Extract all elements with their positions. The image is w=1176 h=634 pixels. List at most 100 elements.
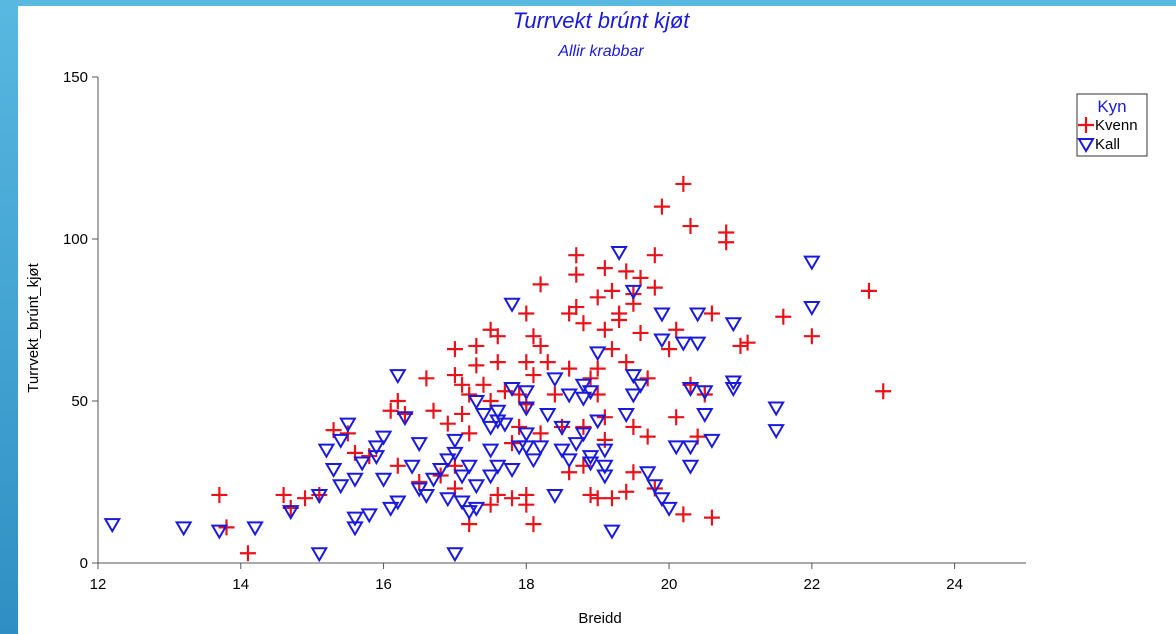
data-point-kall bbox=[596, 459, 614, 475]
x-tick-label: 16 bbox=[375, 576, 392, 593]
data-point-kvenn bbox=[461, 425, 478, 442]
data-point-kall bbox=[467, 479, 486, 495]
data-point-kvenn bbox=[446, 367, 463, 384]
data-point-kvenn bbox=[425, 402, 442, 419]
data-point-kvenn bbox=[625, 464, 642, 481]
data-point-kall bbox=[581, 450, 600, 466]
data-point-kall bbox=[453, 495, 471, 511]
data-point-kvenn bbox=[489, 486, 506, 503]
data-point-kvenn bbox=[518, 305, 535, 322]
data-point-kall bbox=[603, 524, 621, 540]
data-point-kall bbox=[396, 411, 414, 427]
x-tick-label: 18 bbox=[518, 576, 535, 593]
x-tick-label: 14 bbox=[232, 576, 249, 593]
y-tick-label: 50 bbox=[71, 393, 88, 410]
data-point-kall bbox=[574, 391, 593, 407]
data-point-kvenn bbox=[589, 360, 606, 377]
data-point-kall bbox=[517, 385, 536, 401]
data-point-kall bbox=[503, 297, 521, 313]
legend-label-kvenn: Kvenn bbox=[1095, 117, 1138, 134]
data-point-kall bbox=[667, 440, 685, 456]
data-point-kvenn bbox=[646, 247, 663, 264]
data-point-kvenn bbox=[675, 506, 692, 523]
data-point-kvenn bbox=[875, 383, 892, 400]
data-point-kall bbox=[646, 479, 664, 495]
data-point-kvenn bbox=[411, 474, 428, 490]
y-tick-label: 0 bbox=[80, 555, 88, 572]
data-point-kvenn bbox=[703, 509, 720, 526]
data-point-kvenn bbox=[618, 263, 635, 280]
x-tick-label: 12 bbox=[90, 576, 107, 593]
data-point-kvenn bbox=[668, 409, 685, 426]
data-point-kvenn bbox=[575, 418, 592, 435]
data-point-kall bbox=[367, 450, 386, 466]
data-point-kvenn bbox=[582, 486, 599, 503]
data-point-kall bbox=[767, 401, 785, 417]
data-point-kvenn bbox=[389, 393, 406, 409]
data-point-kall bbox=[517, 401, 536, 417]
data-point-kall bbox=[467, 501, 486, 517]
data-point-kvenn bbox=[239, 545, 256, 562]
data-point-kall bbox=[389, 495, 407, 511]
data-point-kall bbox=[324, 463, 343, 479]
data-point-kall bbox=[560, 388, 578, 404]
data-point-kall bbox=[453, 469, 471, 485]
data-point-kvenn bbox=[639, 370, 656, 387]
data-point-kvenn bbox=[618, 354, 635, 371]
data-point-kall bbox=[446, 433, 464, 449]
data-point-kvenn bbox=[468, 337, 485, 354]
data-point-kall bbox=[803, 301, 821, 317]
data-point-kvenn bbox=[539, 354, 556, 371]
data-point-kall bbox=[674, 336, 693, 352]
data-point-kall bbox=[310, 488, 329, 504]
legend: Kyn Kvenn Kall bbox=[1076, 93, 1148, 157]
data-point-kall bbox=[281, 505, 300, 521]
data-point-kall bbox=[653, 307, 671, 323]
data-point-kvenn bbox=[532, 425, 549, 442]
data-point-kall bbox=[460, 459, 478, 475]
data-point-kall bbox=[489, 414, 507, 430]
data-point-kvenn bbox=[525, 516, 542, 533]
data-point-kvenn bbox=[653, 198, 670, 215]
data-point-kall bbox=[524, 453, 543, 469]
data-point-kvenn bbox=[603, 341, 620, 358]
x-axis-label: Breidd bbox=[578, 610, 621, 627]
data-point-kall bbox=[503, 463, 521, 479]
data-point-kall bbox=[688, 336, 707, 352]
x-tick-label: 24 bbox=[946, 576, 963, 593]
data-point-kvenn bbox=[461, 386, 478, 403]
data-point-kall bbox=[174, 521, 193, 537]
data-point-kall bbox=[410, 437, 428, 453]
data-point-kall bbox=[610, 245, 628, 261]
data-point-kall bbox=[467, 395, 486, 410]
series-kall bbox=[103, 245, 821, 563]
data-point-kvenn bbox=[532, 276, 549, 293]
data-point-kvenn bbox=[454, 376, 471, 393]
data-point-kall bbox=[638, 466, 657, 482]
data-point-kvenn bbox=[575, 315, 592, 332]
data-point-kvenn bbox=[632, 324, 649, 341]
x-tick-label: 20 bbox=[661, 576, 678, 593]
data-point-kvenn bbox=[703, 305, 720, 322]
data-point-kall bbox=[381, 501, 400, 517]
data-point-kall bbox=[574, 427, 593, 443]
data-point-kvenn bbox=[446, 341, 463, 358]
data-point-kvenn bbox=[860, 282, 877, 299]
data-point-kall bbox=[553, 420, 571, 436]
data-point-kvenn bbox=[518, 354, 535, 371]
data-point-kall bbox=[596, 443, 614, 459]
data-point-kvenn bbox=[589, 490, 606, 507]
data-point-kall bbox=[724, 382, 743, 398]
data-point-kvenn bbox=[568, 299, 585, 316]
legend-title: Kyn bbox=[1097, 97, 1126, 116]
data-point-kvenn bbox=[489, 354, 506, 371]
data-point-kall bbox=[624, 284, 643, 300]
data-point-kvenn bbox=[475, 376, 492, 393]
data-point-kall bbox=[546, 372, 564, 388]
chart-panel: Turrvekt brúnt kjøt Allir krabbar 12 14 16… bbox=[18, 6, 1176, 634]
data-point-kvenn bbox=[682, 218, 699, 235]
data-point-kvenn bbox=[418, 370, 435, 387]
data-point-kall bbox=[803, 255, 821, 271]
data-point-kvenn bbox=[439, 415, 456, 432]
